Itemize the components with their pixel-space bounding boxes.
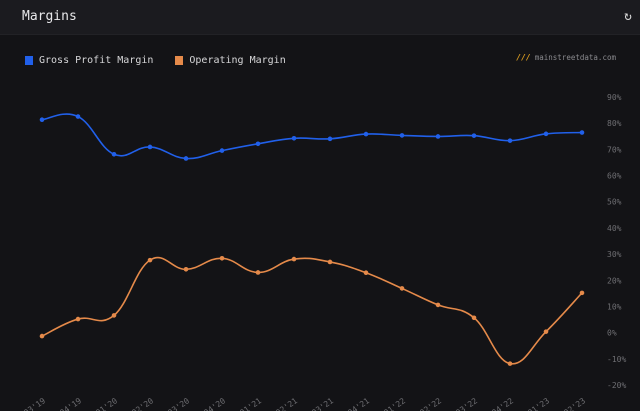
y-tick-label: 30% <box>607 250 622 259</box>
brand-text: mainstreetdata.com <box>534 53 616 62</box>
x-tick-label: Q3'22 <box>454 396 479 411</box>
panel-header: Margins ↻ <box>0 0 640 35</box>
data-point <box>111 313 117 318</box>
y-tick-label: 80% <box>607 119 622 128</box>
x-tick-label: Q3'20 <box>166 396 191 411</box>
x-tick-label: Q1'20 <box>94 396 119 411</box>
y-tick-label: 0% <box>607 329 617 338</box>
y-tick-label: -20% <box>607 381 626 390</box>
y-tick-label: -10% <box>607 355 626 364</box>
data-point <box>579 290 585 296</box>
reset-icon[interactable]: ↻ <box>624 9 632 24</box>
x-tick-label: Q4'22 <box>490 396 515 411</box>
data-point <box>291 135 297 141</box>
data-point <box>147 144 153 150</box>
data-point <box>75 316 81 322</box>
x-tick-label: Q2'22 <box>418 396 443 411</box>
legend-label: Gross Profit Margin <box>39 55 154 66</box>
legend-item-gross-profit-margin[interactable]: Gross Profit Margin <box>25 55 153 66</box>
data-point <box>363 131 369 137</box>
legend-item-operating-margin[interactable]: Operating Margin <box>175 55 286 66</box>
x-tick-label: Q3'21 <box>310 396 335 411</box>
x-tick-label: Q2'20 <box>130 396 155 411</box>
data-point <box>219 148 225 153</box>
data-point <box>543 131 549 137</box>
data-point <box>435 302 441 308</box>
series-line-gross-profit-margin <box>41 113 583 160</box>
data-point <box>507 138 513 143</box>
data-point <box>219 255 225 261</box>
legend-swatch-gross <box>25 56 33 65</box>
x-tick-label: Q2'23 <box>562 396 587 411</box>
data-point <box>183 266 189 272</box>
y-tick-label: 60% <box>607 172 622 181</box>
legend-label: Operating Margin <box>189 55 286 66</box>
data-point <box>399 286 405 291</box>
legend-swatch-operating <box>175 56 184 65</box>
data-point <box>327 136 333 142</box>
y-tick-label: 90% <box>607 93 622 102</box>
data-point <box>39 333 45 339</box>
y-tick-label: 10% <box>607 303 622 312</box>
data-point <box>363 270 369 276</box>
data-point <box>507 361 513 366</box>
x-tick-label: Q1'21 <box>238 396 263 411</box>
brand-logo-icon: /// <box>516 53 531 62</box>
data-point <box>255 141 261 147</box>
y-tick-label: 20% <box>607 276 622 285</box>
brand-watermark: /// mainstreetdata.com <box>516 53 616 62</box>
x-tick-label: Q4'19 <box>58 396 83 411</box>
x-tick-label: Q4'21 <box>346 396 371 411</box>
x-tick-label: Q3'19 <box>22 396 47 411</box>
data-point <box>543 329 549 334</box>
x-tick-label: Q1'22 <box>382 396 407 411</box>
data-point <box>399 133 405 138</box>
chart-legend: Gross Profit Margin Operating Margin <box>25 55 286 66</box>
data-point <box>291 256 297 262</box>
x-tick-label: Q2'21 <box>274 396 299 411</box>
data-point <box>255 270 261 275</box>
data-point <box>39 117 45 122</box>
data-point <box>183 156 189 161</box>
y-tick-label: 40% <box>607 224 622 233</box>
x-tick-label: Q1'23 <box>526 396 551 411</box>
y-tick-label: 50% <box>607 198 622 207</box>
series-line-operating-margin <box>41 256 583 365</box>
data-point <box>111 151 117 157</box>
y-tick-label: 70% <box>607 145 622 154</box>
data-point <box>75 114 81 119</box>
data-point <box>579 130 585 135</box>
x-tick-label: Q4'20 <box>202 396 227 411</box>
data-point <box>471 315 477 321</box>
data-point <box>147 257 153 263</box>
data-point <box>327 259 333 265</box>
data-point <box>435 134 441 139</box>
panel-title: Margins <box>22 9 77 24</box>
data-point <box>471 133 477 138</box>
